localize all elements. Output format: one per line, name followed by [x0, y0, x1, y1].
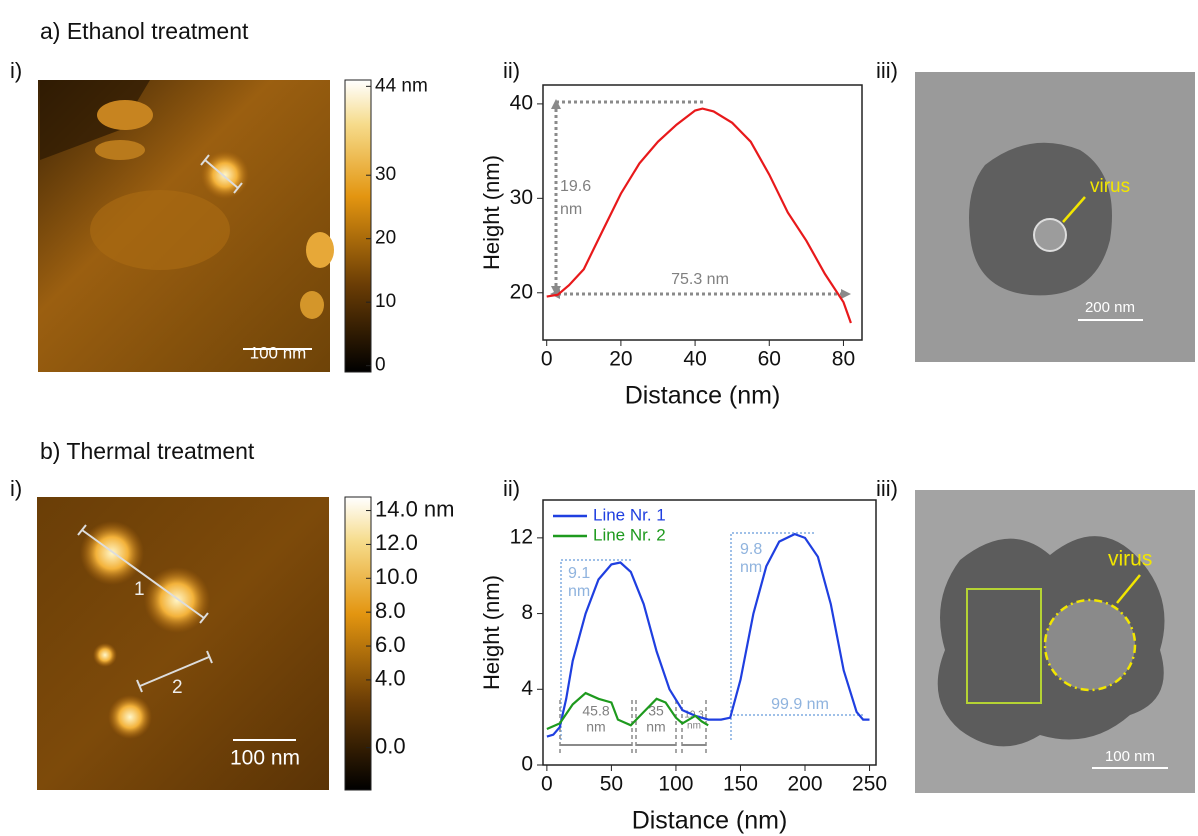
annotation: nm — [568, 583, 590, 600]
data-line — [547, 109, 851, 323]
colorbar — [345, 80, 371, 372]
annotation: nm — [740, 559, 762, 576]
figure: a) Ethanol treatment i) ii) iii) 100 nm … — [0, 0, 1198, 836]
y-tick-label: 12 — [510, 525, 533, 548]
annotation: 75.3 nm — [671, 271, 729, 288]
panel-label: i) — [10, 476, 22, 501]
y-tick-label: 20 — [510, 280, 533, 303]
panel-label: iii) — [876, 58, 898, 83]
colorbar-tick-label: 14.0 nm — [375, 496, 455, 521]
annotation: 9.1 — [568, 565, 590, 582]
x-tick-label: 80 — [832, 348, 855, 371]
annotation: 45.8 — [582, 703, 609, 719]
section-title: b) Thermal treatment — [40, 438, 255, 464]
annotation: 99.9 nm — [771, 696, 829, 713]
panel-label: iii) — [876, 476, 898, 501]
section-title: a) Ethanol treatment — [40, 18, 249, 44]
annotation: virus — [1108, 548, 1152, 571]
afm-image — [38, 80, 334, 372]
x-tick-label: 200 — [787, 773, 822, 796]
colorbar-tick-label: 30 — [375, 164, 396, 185]
tem-image — [915, 72, 1195, 362]
plot-frame — [543, 85, 862, 340]
arrows — [550, 99, 851, 299]
annotation: nm — [560, 201, 582, 218]
x-tick-label: 50 — [600, 773, 623, 796]
x-tick-label: 40 — [683, 348, 706, 371]
x-tick-label: 100 — [658, 773, 693, 796]
scale-bar: 100 nm — [230, 747, 300, 770]
x-axis-label: Distance (nm) — [632, 807, 788, 835]
colorbar-tick-label: 10.0 — [375, 564, 418, 589]
colorbar-tick-label: 10 — [375, 291, 396, 312]
panel-label: i) — [10, 58, 22, 83]
arrows — [560, 533, 865, 755]
colorbar-tick-label: 8.0 — [375, 598, 406, 623]
panel-label: ii) — [503, 476, 520, 501]
annotation: virus — [1090, 176, 1130, 197]
y-tick-label: 4 — [521, 677, 533, 700]
x-tick-label: 60 — [758, 348, 781, 371]
y-tick-label: 40 — [510, 91, 533, 114]
legend-label: Line Nr. 2 — [593, 525, 666, 544]
line-label: 2 — [172, 677, 183, 698]
annotation: 9.8 — [740, 541, 762, 558]
scale-bar: 200 nm — [1085, 299, 1135, 316]
line-label: 1 — [134, 579, 145, 600]
y-tick-label: 8 — [521, 601, 533, 624]
annotation: nm — [646, 719, 665, 735]
colorbar-tick-label: 0.0 — [375, 733, 406, 758]
x-tick-label: 0 — [541, 773, 553, 796]
y-tick-label: 0 — [521, 753, 533, 776]
annotation: nm — [687, 721, 701, 732]
colorbar-tick-label: 20 — [375, 228, 396, 249]
colorbar-tick-label: 44 nm — [375, 75, 428, 96]
x-axis-label: Distance (nm) — [625, 382, 781, 410]
y-axis-label: Height (nm) — [479, 575, 504, 690]
colorbar-tick-label: 4.0 — [375, 666, 406, 691]
legend-label: Line Nr. 1 — [593, 505, 666, 524]
scale-bar: 100 nm — [1105, 748, 1155, 765]
y-axis-label: Height (nm) — [479, 155, 504, 270]
scale-bar: 100 nm — [250, 343, 307, 362]
colorbar-tick-label: 0 — [375, 355, 386, 376]
x-tick-label: 20 — [609, 348, 632, 371]
colorbar-tick-label: 12.0 — [375, 530, 418, 555]
panel-label: ii) — [503, 58, 520, 83]
x-tick-label: 250 — [852, 773, 887, 796]
y-tick-label: 30 — [510, 186, 533, 209]
colorbar — [345, 497, 371, 790]
annotation: 19.6 — [560, 178, 591, 195]
x-tick-label: 0 — [541, 348, 553, 371]
annotation: nm — [586, 719, 605, 735]
colorbar-tick-label: 6.0 — [375, 632, 406, 657]
x-tick-label: 150 — [723, 773, 758, 796]
